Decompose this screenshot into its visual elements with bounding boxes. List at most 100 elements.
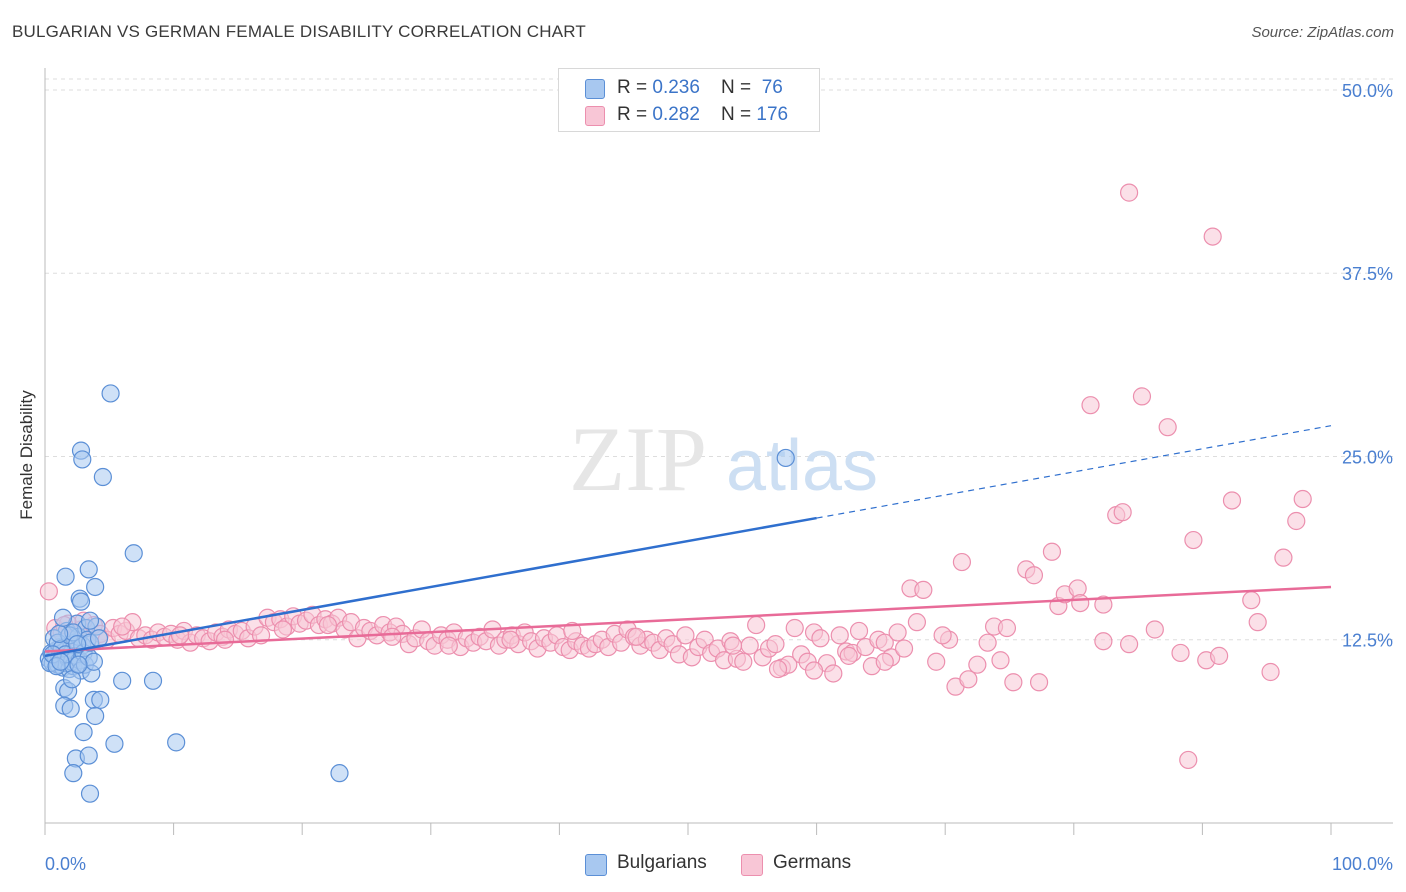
point-german: [563, 621, 582, 641]
x-tick-label: 100.0%: [1332, 854, 1393, 874]
point-german: [1179, 750, 1198, 770]
trend-line-germans: [44, 585, 1332, 653]
point-german: [888, 623, 907, 642]
point-bulgarian: [71, 592, 91, 611]
point-bulgarian: [69, 655, 88, 674]
point-bulgarian: [113, 671, 132, 690]
point-bulgarian: [53, 608, 73, 627]
point-bulgarian: [143, 671, 163, 690]
point-bulgarian: [93, 467, 112, 487]
point-bulgarian: [167, 733, 186, 752]
point-german: [1171, 643, 1190, 663]
point-german: [768, 659, 788, 679]
point-bulgarian: [80, 784, 100, 803]
point-german: [952, 552, 972, 572]
legend-swatch-pink: [585, 106, 605, 126]
point-bulgarian: [64, 764, 83, 783]
point-german: [383, 627, 402, 646]
point-bulgarian: [124, 544, 143, 563]
y-tick-label: 12.5%: [1342, 631, 1393, 651]
point-german: [1274, 548, 1293, 567]
point-bulgarian: [61, 699, 80, 718]
bottom-legend-label-bulgarians: Bulgarians: [617, 852, 707, 873]
point-german: [811, 629, 830, 648]
point-german: [723, 636, 743, 655]
legend-text-germans: R = 0.282 N = 176: [617, 104, 789, 125]
point-german: [1004, 673, 1023, 692]
point-german: [785, 618, 804, 638]
point-german: [501, 630, 520, 649]
point-german: [1071, 593, 1090, 613]
point-bulgarian: [74, 723, 93, 742]
point-bulgarian: [776, 448, 795, 468]
point-german: [39, 582, 58, 601]
bottom-legend-label-germans: Germans: [773, 852, 852, 873]
point-german: [627, 627, 646, 646]
point-german: [1184, 530, 1203, 550]
point-german: [830, 626, 849, 645]
point-bulgarian: [330, 764, 349, 783]
point-german: [907, 613, 927, 632]
trend-lines: [44, 425, 1332, 658]
point-german: [1158, 418, 1177, 437]
gridlines: [45, 78, 1393, 641]
point-german: [894, 639, 914, 658]
point-german: [1042, 542, 1062, 561]
point-german: [959, 670, 978, 689]
point-german: [1222, 491, 1242, 510]
point-german: [170, 626, 190, 645]
point-bulgarian: [80, 611, 100, 630]
point-german: [1119, 183, 1139, 202]
point-german: [1029, 673, 1049, 692]
data-points: [39, 183, 1312, 803]
point-german: [978, 633, 997, 652]
source-label: Source: ZipAtlas.com: [1251, 24, 1394, 41]
point-german: [1113, 503, 1132, 522]
point-german: [273, 620, 293, 639]
point-german: [215, 630, 235, 649]
point-german: [1287, 511, 1306, 531]
point-german: [113, 617, 132, 636]
tick-labels: 12.5% 25.0% 37.5% 50.0% 0.0% 100.0%: [45, 81, 1393, 874]
point-german: [1261, 662, 1280, 682]
y-tick-label: 37.5%: [1342, 264, 1393, 284]
point-bulgarian: [105, 734, 124, 753]
legend: R = 0.236 N = 76 R = 0.282 N = 176: [558, 68, 820, 132]
point-german: [1094, 632, 1113, 651]
x-tick-label: 0.0%: [45, 854, 86, 874]
point-bulgarian: [86, 706, 105, 726]
point-bulgarian: [50, 624, 69, 643]
point-bulgarian: [79, 560, 98, 579]
axes: [44, 68, 1393, 835]
point-bulgarian: [91, 690, 110, 709]
bottom-legend-swatch-blue: [585, 854, 607, 876]
point-german: [1094, 595, 1113, 614]
point-german: [318, 615, 338, 635]
point-german: [439, 636, 458, 655]
point-german: [804, 661, 824, 680]
point-bulgarian: [79, 746, 98, 765]
point-bulgarian: [86, 577, 105, 597]
point-german: [1203, 227, 1222, 246]
watermark-atlas: atlas: [726, 426, 878, 506]
watermark-zip: ZIP: [569, 408, 707, 510]
point-german: [933, 626, 952, 645]
point-german: [1242, 591, 1261, 610]
point-german: [824, 664, 843, 683]
point-bulgarian: [101, 384, 120, 403]
point-german: [997, 618, 1017, 638]
point-german: [1145, 620, 1164, 639]
point-german: [766, 635, 785, 654]
point-bulgarian: [73, 450, 92, 469]
chart-title: BULGARIAN VS GERMAN FEMALE DISABILITY CO…: [12, 22, 587, 41]
bottom-legend-swatch-pink: [741, 854, 763, 876]
point-german: [968, 655, 987, 674]
point-bulgarian: [84, 652, 103, 671]
point-german: [676, 626, 695, 645]
point-german: [1248, 613, 1267, 632]
point-bulgarian: [51, 652, 70, 671]
y-axis-label: Female Disability: [17, 390, 36, 520]
point-german: [1024, 566, 1044, 585]
point-german: [1119, 635, 1139, 654]
